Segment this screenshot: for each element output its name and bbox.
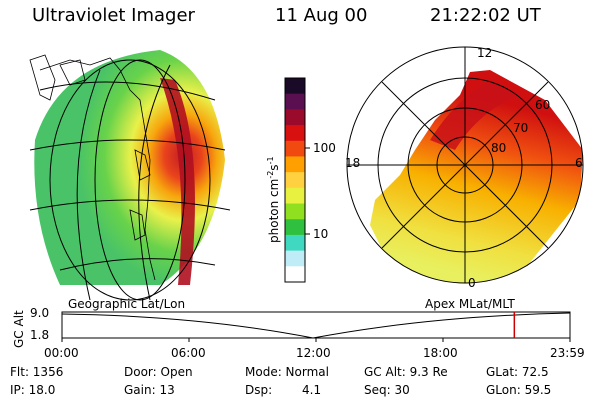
colorbar-stripe (285, 78, 305, 95)
y-tick-1-8: 1.8 (30, 328, 50, 342)
info-glat: GLat: 72.5 (486, 365, 549, 379)
info-glon: GLon: 59.5 (486, 383, 552, 397)
lat-label-70: 70 (513, 121, 529, 135)
polar-panel-label: Apex MLat/MLT (425, 297, 515, 311)
info-dsp-value: 4.1 (302, 383, 322, 397)
info-dsp-label: Dsp: (245, 383, 273, 397)
colorbar (284, 77, 310, 283)
geo-aurora-band (160, 78, 195, 285)
colorbar-tick-label-100: 100 (313, 141, 336, 155)
instrument-title: Ultraviolet Imager (32, 5, 195, 26)
colorbar-stripe (285, 125, 305, 142)
time-label: 21:22:02 UT (430, 5, 541, 26)
info-seq: Seq: 30 (364, 383, 410, 397)
lat-label-80: 80 (491, 141, 507, 155)
mlt-label-0: 0 (468, 276, 476, 290)
timeline-x-ticks (61, 338, 571, 342)
mlt-label-6: 6 (575, 156, 583, 170)
polar-panel (346, 46, 584, 284)
altitude-trace (61, 312, 571, 339)
polar-grid (346, 46, 584, 284)
info-door: Door: Open (124, 365, 193, 379)
colorbar-tick-label-10: 10 (313, 227, 329, 241)
colorbar-stripes (285, 78, 305, 283)
info-mode: Mode: Normal (245, 365, 329, 379)
mlt-label-18: 18 (345, 156, 361, 170)
info-ip: IP: 18.0 (10, 383, 56, 397)
colorbar-stripe (285, 156, 305, 173)
colorbar-stripe (285, 93, 305, 110)
info-gain: Gain: 13 (124, 383, 175, 397)
timeline-plot (61, 311, 571, 342)
colorbar-stripe (285, 187, 305, 205)
info-gc-alt: GC Alt: 9.3 Re (364, 365, 448, 379)
geo-grid (29, 59, 231, 301)
geo-coastlines (29, 54, 156, 281)
geo-panel-label: Geographic Lat/Lon (68, 297, 186, 311)
y-tick-9: 9.0 (30, 306, 50, 320)
colorbar-stripe (285, 234, 305, 252)
colorbar-stripe (285, 140, 305, 157)
x-tick-1800: 18:00 (423, 346, 458, 360)
colorbar-stripe (285, 219, 305, 236)
polar-aurora-oval (430, 80, 520, 150)
colorbar-stripe (285, 203, 305, 220)
polar-aurora-image (370, 70, 583, 283)
colorbar-stripe (285, 109, 305, 126)
lat-label-60: 60 (535, 98, 551, 112)
geographic-panel (29, 50, 231, 301)
info-flt: Flt: 1356 (10, 365, 64, 379)
x-tick-1200: 12:00 (296, 346, 331, 360)
colorbar-stripe (285, 250, 305, 267)
date-label: 11 Aug 00 (275, 5, 368, 26)
x-tick-2359: 23:59 (550, 346, 585, 360)
colorbar-stripe (285, 266, 305, 283)
timeline-axis-label: GC Alt (12, 310, 26, 348)
x-tick-0000: 00:00 (44, 346, 79, 360)
mlt-label-12: 12 (477, 46, 493, 60)
x-tick-0600: 06:00 (171, 346, 206, 360)
colorbar-stripe (285, 172, 305, 189)
colorbar-unit-label: photon cm-2s-1 (266, 156, 281, 243)
